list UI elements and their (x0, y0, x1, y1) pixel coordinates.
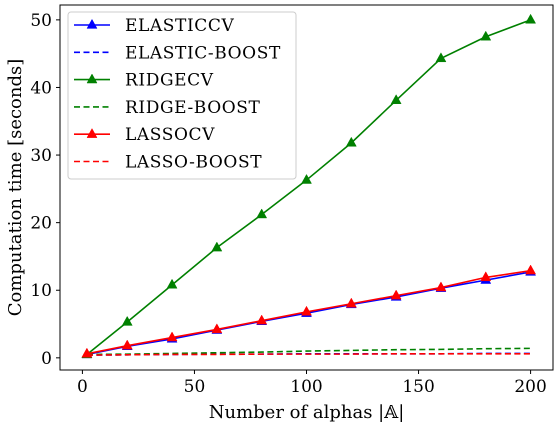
x-tick-label: 50 (184, 377, 206, 397)
y-tick-label: 20 (30, 214, 52, 234)
legend-marker (86, 73, 98, 84)
y-tick-label: 0 (41, 349, 52, 369)
legend: ELASTICCV ELASTIC-BOOST RIDGECV RIDGE-BOOST… (67, 11, 297, 180)
data-point (345, 297, 357, 308)
x-tick-label: 0 (77, 377, 88, 397)
data-point (390, 94, 402, 104)
data-point (435, 52, 447, 63)
legend-entry: RIDGECV (74, 71, 214, 91)
series-line (86, 352, 531, 356)
data-point (211, 241, 223, 252)
x-tick-label: 100 (290, 377, 322, 397)
series-line (86, 347, 531, 356)
y-tick-label: 10 (30, 281, 52, 301)
plot-frame (59, 4, 554, 371)
data-point (301, 173, 312, 184)
data-point (121, 339, 133, 350)
data-point (256, 208, 268, 219)
data-point (525, 13, 537, 24)
data-point (211, 323, 223, 334)
y-tick-label: 30 (30, 146, 52, 166)
legend-label: ELASTICCV (125, 16, 234, 36)
y-axis-title: Computation time [seconds] (5, 59, 26, 317)
series-lasso-boost (86, 352, 531, 356)
data-point (525, 264, 537, 275)
data-point (166, 331, 178, 342)
legend-entry: LASSO-BOOST (74, 153, 262, 173)
legend-entry: ELASTICCV (74, 16, 234, 36)
legend-entry: ELASTIC-BOOST (74, 43, 281, 63)
legend-label: ELASTIC-BOOST (125, 43, 281, 63)
data-point (121, 315, 133, 326)
series-layer (81, 13, 537, 359)
x-tick-label: 150 (402, 377, 434, 397)
tick-labels: 0 50 100 150 200 0 10 20 30 40 50 (30, 11, 546, 397)
y-tick-label: 50 (30, 11, 52, 31)
data-point (390, 289, 402, 300)
legend-marker (86, 18, 98, 29)
data-point (435, 281, 447, 292)
legend-entry: RIDGE-BOOST (74, 98, 261, 118)
data-point (256, 314, 268, 325)
legend-label: RIDGECV (125, 71, 214, 91)
legend-entry: LASSOCV (74, 125, 215, 145)
series-ridgecv (81, 13, 537, 359)
data-point (166, 278, 178, 289)
data-point (301, 305, 312, 316)
y-tick-label: 40 (30, 78, 52, 98)
x-tick-label: 200 (514, 377, 546, 397)
data-point (345, 136, 357, 147)
legend-marker (86, 128, 98, 138)
legend-label: LASSOCV (125, 125, 215, 145)
axis-ticks (56, 19, 532, 374)
x-axis-title: Number of alphas |𝔸| (209, 402, 405, 423)
legend-label: LASSO-BOOST (125, 153, 262, 173)
data-point (480, 271, 492, 282)
legend-box (67, 11, 297, 180)
legend-label: RIDGE-BOOST (125, 98, 261, 118)
series-ridge-boost (86, 347, 531, 356)
data-point (480, 30, 492, 41)
